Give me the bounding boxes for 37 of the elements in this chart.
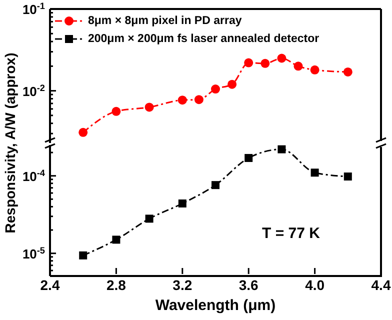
point (112, 236, 120, 244)
point (178, 199, 186, 208)
point (194, 95, 204, 104)
point (244, 58, 254, 68)
x-tick-label: 3.6 (238, 277, 259, 293)
x-tick-label: 4.4 (371, 277, 391, 293)
y-axis-title: Responsivity, A/W (approx) (2, 52, 18, 234)
x-tick-label: 4.0 (305, 277, 325, 293)
legend-label: 200μm × 200μm fs laser annealed detector (88, 33, 320, 45)
point (344, 172, 352, 181)
x-tick-label: 2.4 (40, 277, 60, 293)
y-tick-label: 10$^{-2}$ (22, 82, 45, 99)
point (278, 145, 286, 154)
point (144, 102, 154, 112)
point (343, 67, 352, 76)
x-tick-label: 2.8 (106, 277, 126, 293)
point (228, 80, 237, 89)
point (277, 54, 286, 63)
legend-label: 8μm × 8μm pixel in PD array (88, 15, 242, 27)
point (294, 62, 303, 71)
point (79, 251, 88, 260)
point (212, 181, 220, 190)
y-tick-label: 10$^{-1}$ (22, 1, 45, 17)
point (112, 106, 121, 116)
annotation: T = 77 K (262, 225, 320, 242)
y-tick-label: 10$^{-4}$ (22, 168, 46, 184)
point (310, 168, 319, 177)
y-tick-label: 10$^{-5}$ (22, 245, 45, 262)
point (260, 58, 270, 68)
x-tick-label: 3.2 (172, 277, 192, 293)
point (178, 96, 187, 105)
point (211, 84, 220, 94)
point (310, 65, 320, 74)
point (145, 214, 154, 223)
point (244, 154, 253, 162)
x-axis-title: Wavelength (μm) (155, 297, 276, 314)
point (78, 128, 88, 137)
